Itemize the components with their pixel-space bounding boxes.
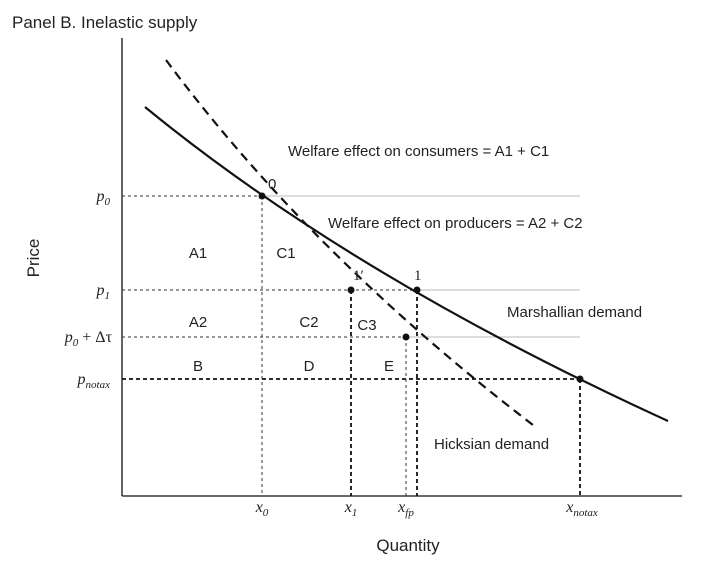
xnotax-label: xnotax [565, 499, 598, 519]
hicksian-label: Hicksian demand [434, 436, 549, 453]
y-axis-title: Price [24, 239, 43, 278]
pnotax-label: pnotax [77, 371, 111, 391]
consumer-welfare-note: Welfare effect on consumers = A1 + C1 [288, 143, 549, 160]
point-1-prime [347, 286, 355, 294]
p0-label: p0 [96, 188, 111, 208]
p1-label: p1 [96, 282, 111, 302]
marshallian-label: Marshallian demand [507, 304, 642, 321]
producer-welfare-note: Welfare effect on producers = A2 + C2 [328, 215, 583, 232]
xfp-label: xfp [397, 499, 414, 519]
region-a1: A1 [189, 245, 207, 262]
x-axis-title: Quantity [376, 536, 440, 555]
point-1 [413, 286, 421, 294]
point-notax [576, 375, 584, 383]
x1-label: x1 [344, 499, 358, 519]
point-1-label: 1 [414, 268, 422, 284]
point-0-label: 0 [268, 176, 276, 193]
hicksian-curve [165, 59, 534, 426]
region-c2: C2 [299, 314, 318, 331]
region-c1: C1 [276, 245, 295, 262]
panel-title: Panel B. Inelastic supply [12, 13, 198, 32]
region-d: D [304, 358, 315, 375]
point-0 [258, 192, 266, 200]
region-b: B [193, 358, 203, 375]
p0-plus-dtau-label: p0 + Δτ [64, 329, 113, 349]
region-a2: A2 [189, 314, 207, 331]
point-fp [402, 333, 410, 341]
region-c3: C3 [357, 317, 376, 334]
region-e: E [384, 358, 394, 375]
x0-label: x0 [255, 499, 269, 519]
point-1-prime-label: 1′ [353, 268, 364, 284]
